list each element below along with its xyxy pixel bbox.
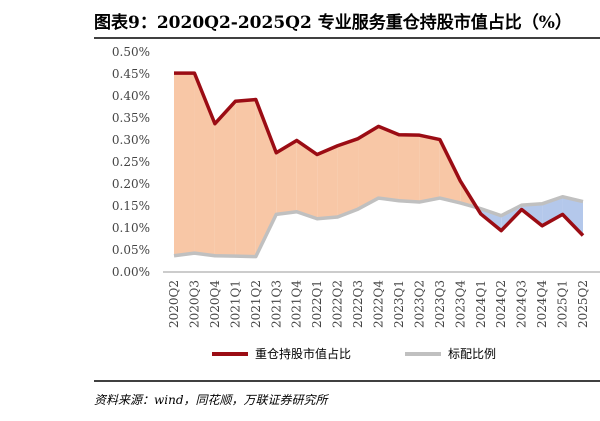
fill-above-segment [378,126,399,201]
x-tick-label: 2024Q3 [515,280,529,328]
x-tick-label: 2022Q1 [310,280,324,328]
fill-above-segment [439,139,461,203]
y-tick-label: 0.25% [112,155,150,169]
fill-below-segment [542,196,563,226]
figure-title: 图表9：2020Q2-2025Q2 专业服务重仓持股市值占比（%） [94,12,572,33]
x-tick-label: 2022Q2 [331,280,345,328]
fill-above-segment [174,73,195,256]
fill-above-segment [255,99,277,257]
x-tick-label: 2020Q4 [208,280,222,328]
fill-above-segment [317,145,338,219]
x-tick-label: 2020Q3 [187,280,201,328]
fill-above-segment [419,135,440,203]
series-line-heavy [174,71,585,237]
x-tick-label: 2021Q4 [290,280,304,328]
y-axis: 0.00% 0.05% 0.10% 0.15% 0.20% 0.25% 0.30% 0.35%… [112,45,150,279]
series-lines [173,71,585,259]
source-note: 资料来源：wind，同花顺，万联证券研究所 [94,393,330,407]
x-tick-label: 2023Q4 [453,280,467,328]
legend-label-base: 标配比例 [448,347,496,361]
x-tick-label: 2021Q2 [249,280,263,328]
x-tick-label: 2022Q3 [351,280,365,328]
y-tick-label: 0.35% [112,111,150,125]
y-tick-label: 0.00% [112,265,150,279]
x-tick-label: 2024Q4 [535,280,549,328]
x-tick-label: 2023Q1 [392,280,406,328]
x-tick-label: 2025Q2 [576,280,590,328]
x-tick-label: 2021Q1 [228,280,242,328]
x-tick-label: 2020Q2 [167,280,181,328]
y-tick-label: 0.05% [112,243,150,257]
fill-above-segment [358,126,379,210]
x-tick-label: 2024Q2 [494,280,508,328]
x-tick-label: 2023Q3 [433,280,447,328]
fill-above-segment [235,99,256,257]
fill-above-segment [296,140,318,219]
fill-below-segment [562,196,583,236]
fill-above-segment [194,73,215,256]
legend-label-heavy: 重仓持股市值占比 [255,346,351,361]
y-tick-label: 0.15% [112,199,150,213]
y-tick-label: 0.45% [112,67,150,81]
y-tick-label: 0.10% [112,221,150,235]
fill-above-segment [214,101,236,257]
y-tick-label: 0.30% [112,133,150,147]
fill-above-segment [337,138,359,217]
legend: 重仓持股市值占比 标配比例 [212,346,496,361]
series-line-base [173,195,584,259]
x-tick-label: 2024Q1 [474,280,488,328]
fill-above-segment [398,134,420,203]
y-tick-label: 0.50% [112,45,150,59]
y-tick-label: 0.20% [112,177,150,191]
x-tick-label: 2025Q1 [556,280,570,328]
x-tick-label: 2023Q2 [412,280,426,328]
x-axis: 2020Q2 2020Q3 2020Q4 2021Q1 2021Q2 2021Q3 2021… [163,271,600,328]
area-fills [174,73,583,257]
x-tick-label: 2022Q4 [372,280,386,328]
fill-above-segment [276,140,297,215]
x-tick-label: 2021Q3 [269,280,283,328]
y-tick-label: 0.40% [112,89,150,103]
